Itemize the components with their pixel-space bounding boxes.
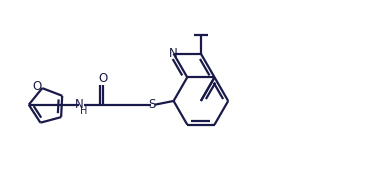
Text: N: N [169,47,178,60]
Text: O: O [33,80,42,93]
Text: S: S [148,98,155,111]
Text: H: H [81,106,88,116]
Text: O: O [99,73,108,86]
Text: N: N [75,98,84,111]
